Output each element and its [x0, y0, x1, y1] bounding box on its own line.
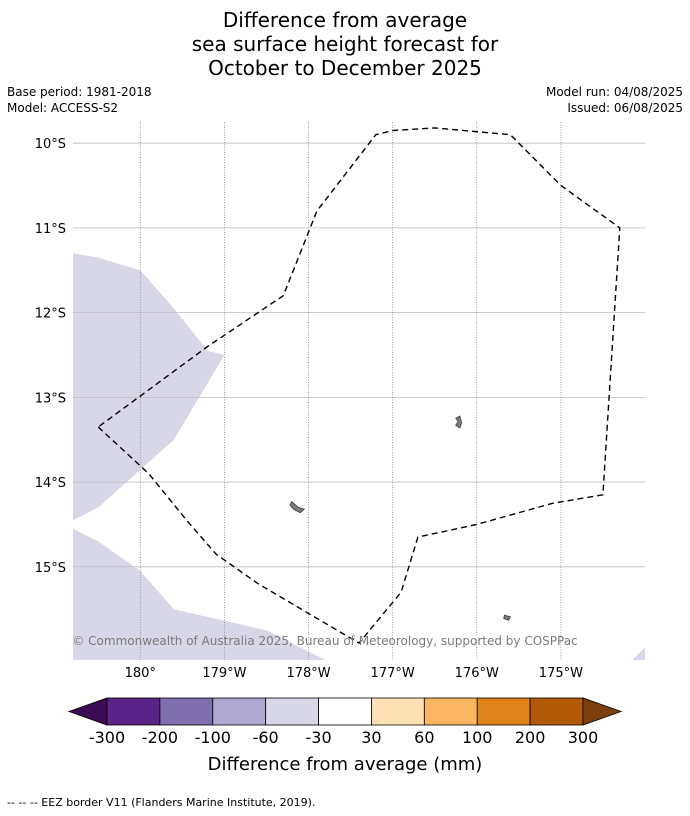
- anomaly-region: [632, 647, 645, 660]
- colorbar-segment: [371, 697, 425, 726]
- lon-tick-label: 179°W: [202, 666, 246, 681]
- lon-tick-label: 180°: [125, 666, 156, 681]
- island: [289, 500, 306, 514]
- colorbar-segment: [423, 697, 478, 726]
- island: [455, 415, 463, 429]
- eez-layer: [97, 127, 621, 645]
- colorbar-tick-label: -60: [253, 728, 279, 747]
- grid-layer: [73, 122, 645, 660]
- lat-tick-label: 12°S: [35, 307, 66, 322]
- lon-tick-label: 175°W: [539, 666, 583, 681]
- colorbar: -300 -200 -100 -60 -30 30 60 100 200 300: [67, 697, 623, 747]
- colorbar-segment: [265, 697, 319, 726]
- issued-text: Issued: 06/08/2025: [567, 101, 683, 115]
- lon-tick-label: 177°W: [371, 666, 415, 681]
- colorbar-tick-label: 30: [361, 728, 381, 747]
- lat-tick-label: 13°S: [35, 391, 66, 406]
- colorbar-title: Difference from average (mm): [208, 754, 483, 775]
- colorbar-tick-label: -100: [195, 728, 231, 747]
- lon-tick-label: 178°W: [286, 666, 330, 681]
- lon-tick-labels: 180° 179°W 178°W 177°W 176°W 175°W: [125, 666, 583, 681]
- anomaly-region: [73, 253, 225, 521]
- lat-tick-labels: 10°S 11°S 12°S 13°S 14°S 15°S: [35, 137, 66, 576]
- lat-tick-label: 15°S: [35, 561, 66, 576]
- meta-right: Model run: 04/08/2025 Issued: 06/08/2025: [546, 84, 683, 116]
- colorbar-segment: [159, 697, 214, 726]
- anomaly-layer: [73, 253, 645, 660]
- colorbar-over-arrow: [582, 697, 623, 726]
- title-line-1: Difference from average: [222, 8, 468, 32]
- colorbar-segment: [318, 697, 372, 726]
- colorbar-segment: [106, 697, 161, 726]
- lat-tick-label: 14°S: [35, 476, 66, 491]
- base-period-text: Base period: 1981-2018: [7, 85, 152, 99]
- colorbar-tick-label: 300: [568, 728, 599, 747]
- meta-left: Base period: 1981-2018 Model: ACCESS-S2: [7, 84, 152, 116]
- model-run-text: Model run: 04/08/2025: [545, 85, 683, 99]
- colorbar-tick-label: -200: [142, 728, 178, 747]
- colorbar-tick-label: 200: [515, 728, 546, 747]
- colorbar-tick-label: 60: [414, 728, 434, 747]
- colorbar-tick-label: 100: [462, 728, 493, 747]
- colorbar-segment: [529, 697, 584, 726]
- title-line-2: sea surface height forecast for: [191, 32, 499, 56]
- colorbar-under-arrow: [67, 697, 108, 726]
- colorbar-tick-label: -300: [89, 728, 125, 747]
- lat-tick-label: 11°S: [35, 222, 66, 237]
- lon-tick-label: 176°W: [455, 666, 499, 681]
- model-text: Model: ACCESS-S2: [7, 101, 119, 115]
- forecast-map: 10°S11°S12°S13°S14°S15°S 180° 179°W 178°W 1…: [35, 122, 645, 775]
- lat-tick-label: 10°S: [35, 137, 66, 152]
- colorbar-segment: [212, 697, 267, 726]
- eez-legend-text: -- -- -- EEZ border V11 (Flanders Marine…: [7, 796, 316, 809]
- land-layer: [289, 415, 511, 621]
- anomaly-region: [73, 528, 326, 660]
- colorbar-segment: [476, 697, 531, 726]
- chart-title: Difference from average sea surface heig…: [0, 8, 690, 80]
- colorbar-tick-label: -30: [305, 728, 331, 747]
- island: [503, 614, 511, 621]
- eez-border-line: [97, 127, 621, 645]
- copyright-text: © Commonwealth of Australia 2025, Bureau…: [72, 634, 577, 648]
- title-line-3: October to December 2025: [208, 56, 482, 80]
